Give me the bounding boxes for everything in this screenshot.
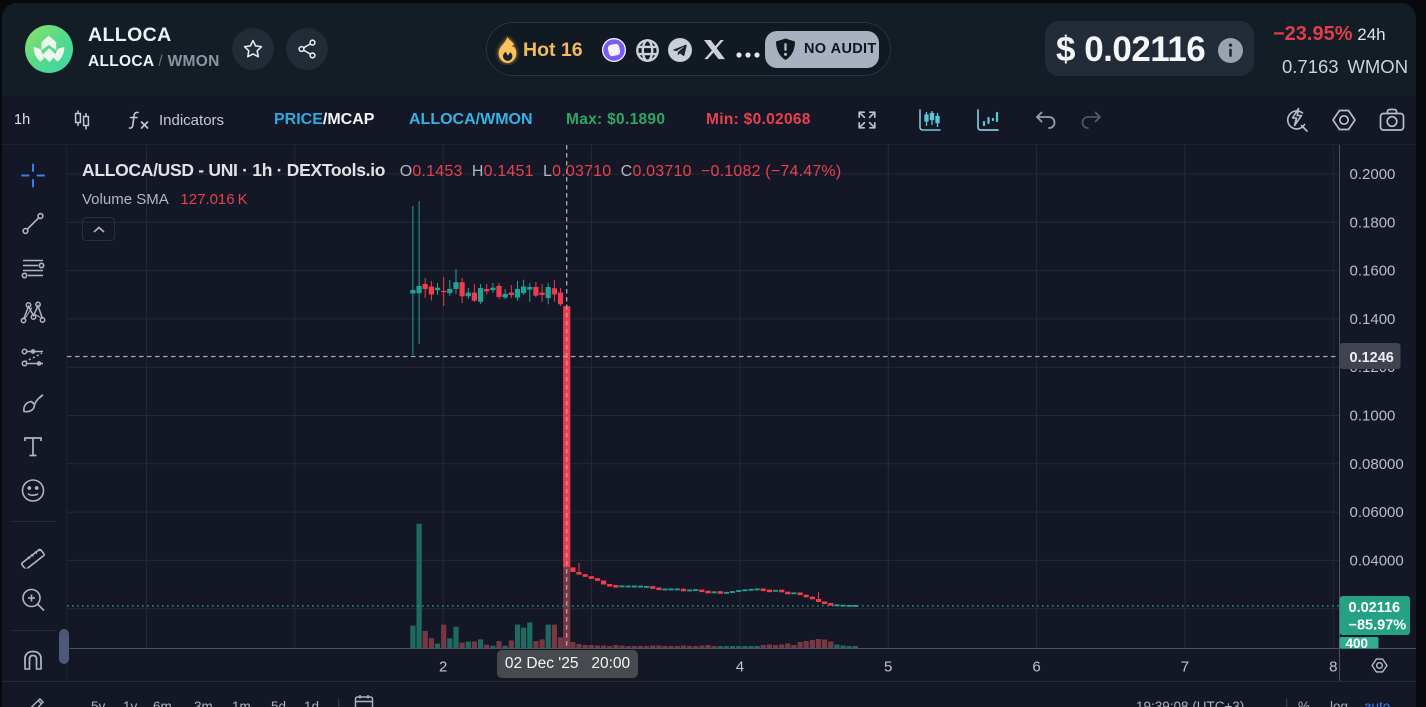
svg-text:5: 5 — [884, 659, 892, 676]
svg-text:6: 6 — [1032, 659, 1040, 676]
svg-text:0.08000: 0.08000 — [1350, 456, 1404, 473]
svg-text:0.1246: 0.1246 — [1350, 350, 1394, 366]
svg-text:0.1400: 0.1400 — [1350, 311, 1396, 328]
svg-text:0.1000: 0.1000 — [1350, 408, 1396, 425]
svg-text:0.02116: 0.02116 — [1349, 600, 1401, 616]
svg-text:0.04000: 0.04000 — [1350, 552, 1404, 569]
svg-text:−85.97%: −85.97% — [1349, 618, 1407, 634]
svg-text:4: 4 — [736, 659, 744, 676]
svg-text:8: 8 — [1329, 659, 1337, 676]
svg-text:2: 2 — [439, 659, 447, 676]
svg-text:0.2000: 0.2000 — [1350, 166, 1396, 183]
svg-text:400: 400 — [1346, 636, 1369, 651]
svg-text:0.1600: 0.1600 — [1350, 263, 1396, 280]
svg-text:7: 7 — [1181, 659, 1189, 676]
svg-text:0.06000: 0.06000 — [1350, 504, 1404, 521]
svg-text:0.1800: 0.1800 — [1350, 214, 1396, 231]
